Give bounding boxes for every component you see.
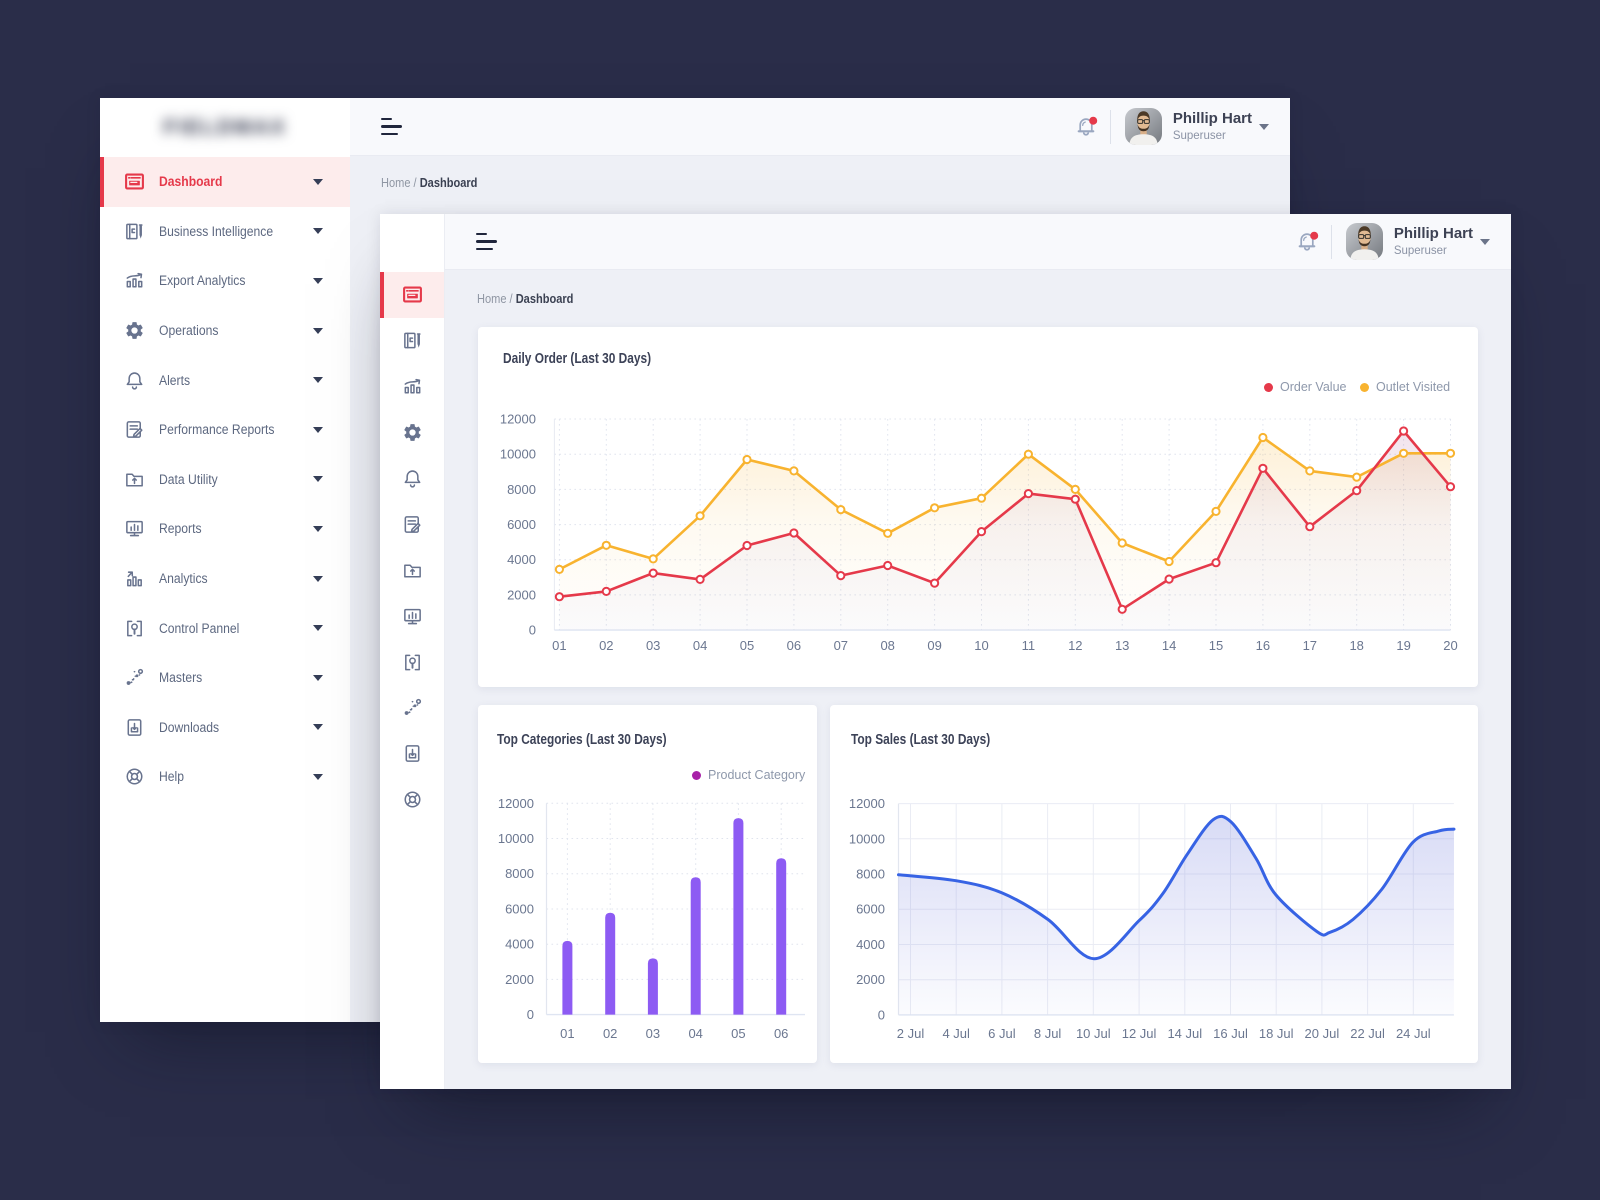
- svg-text:2 Jul: 2 Jul: [897, 1026, 925, 1041]
- svg-text:8000: 8000: [505, 866, 534, 881]
- svg-text:06: 06: [787, 638, 801, 653]
- svg-text:12: 12: [1068, 638, 1082, 653]
- svg-text:2000: 2000: [856, 972, 885, 987]
- svg-text:16: 16: [1256, 638, 1270, 653]
- svg-text:10000: 10000: [500, 447, 536, 462]
- svg-text:11: 11: [1022, 638, 1036, 653]
- svg-text:10000: 10000: [498, 831, 534, 846]
- svg-text:15: 15: [1209, 638, 1223, 653]
- svg-text:16 Jul: 16 Jul: [1213, 1026, 1248, 1041]
- svg-text:13: 13: [1115, 638, 1129, 653]
- svg-text:20: 20: [1443, 638, 1457, 653]
- svg-text:08: 08: [880, 638, 894, 653]
- svg-text:02: 02: [603, 1026, 617, 1041]
- svg-text:8000: 8000: [507, 482, 536, 497]
- svg-text:03: 03: [646, 638, 660, 653]
- svg-text:05: 05: [740, 638, 754, 653]
- svg-text:0: 0: [878, 1007, 885, 1022]
- svg-text:03: 03: [646, 1026, 660, 1041]
- svg-text:18 Jul: 18 Jul: [1259, 1026, 1294, 1041]
- svg-text:12000: 12000: [500, 412, 536, 427]
- svg-text:6 Jul: 6 Jul: [988, 1026, 1016, 1041]
- svg-text:05: 05: [731, 1026, 745, 1041]
- svg-text:0: 0: [527, 1007, 534, 1022]
- svg-text:8000: 8000: [856, 867, 885, 882]
- svg-text:17: 17: [1303, 638, 1317, 653]
- svg-text:14: 14: [1162, 638, 1176, 653]
- svg-text:24 Jul: 24 Jul: [1396, 1026, 1431, 1041]
- svg-text:12 Jul: 12 Jul: [1122, 1026, 1157, 1041]
- svg-text:12000: 12000: [849, 796, 885, 811]
- svg-text:6000: 6000: [856, 902, 885, 917]
- svg-text:4 Jul: 4 Jul: [942, 1026, 970, 1041]
- svg-text:09: 09: [927, 638, 941, 653]
- svg-text:01: 01: [552, 638, 566, 653]
- svg-text:12000: 12000: [498, 796, 534, 811]
- svg-text:2000: 2000: [507, 587, 536, 602]
- svg-text:20 Jul: 20 Jul: [1305, 1026, 1340, 1041]
- svg-text:10 Jul: 10 Jul: [1076, 1026, 1111, 1041]
- svg-text:10: 10: [974, 638, 988, 653]
- svg-text:4000: 4000: [507, 552, 536, 567]
- svg-text:6000: 6000: [505, 902, 534, 917]
- svg-text:04: 04: [693, 638, 707, 653]
- svg-text:2000: 2000: [505, 972, 534, 987]
- svg-text:02: 02: [599, 638, 613, 653]
- svg-text:06: 06: [774, 1026, 788, 1041]
- svg-text:4000: 4000: [505, 937, 534, 952]
- svg-text:8 Jul: 8 Jul: [1034, 1026, 1062, 1041]
- svg-text:18: 18: [1349, 638, 1363, 653]
- svg-text:10000: 10000: [849, 831, 885, 846]
- svg-text:04: 04: [688, 1026, 702, 1041]
- svg-text:14 Jul: 14 Jul: [1167, 1026, 1202, 1041]
- svg-text:4000: 4000: [856, 937, 885, 952]
- svg-text:22 Jul: 22 Jul: [1350, 1026, 1385, 1041]
- svg-text:07: 07: [834, 638, 848, 653]
- svg-text:0: 0: [529, 623, 536, 638]
- svg-text:19: 19: [1396, 638, 1410, 653]
- svg-text:01: 01: [560, 1026, 574, 1041]
- svg-text:6000: 6000: [507, 517, 536, 532]
